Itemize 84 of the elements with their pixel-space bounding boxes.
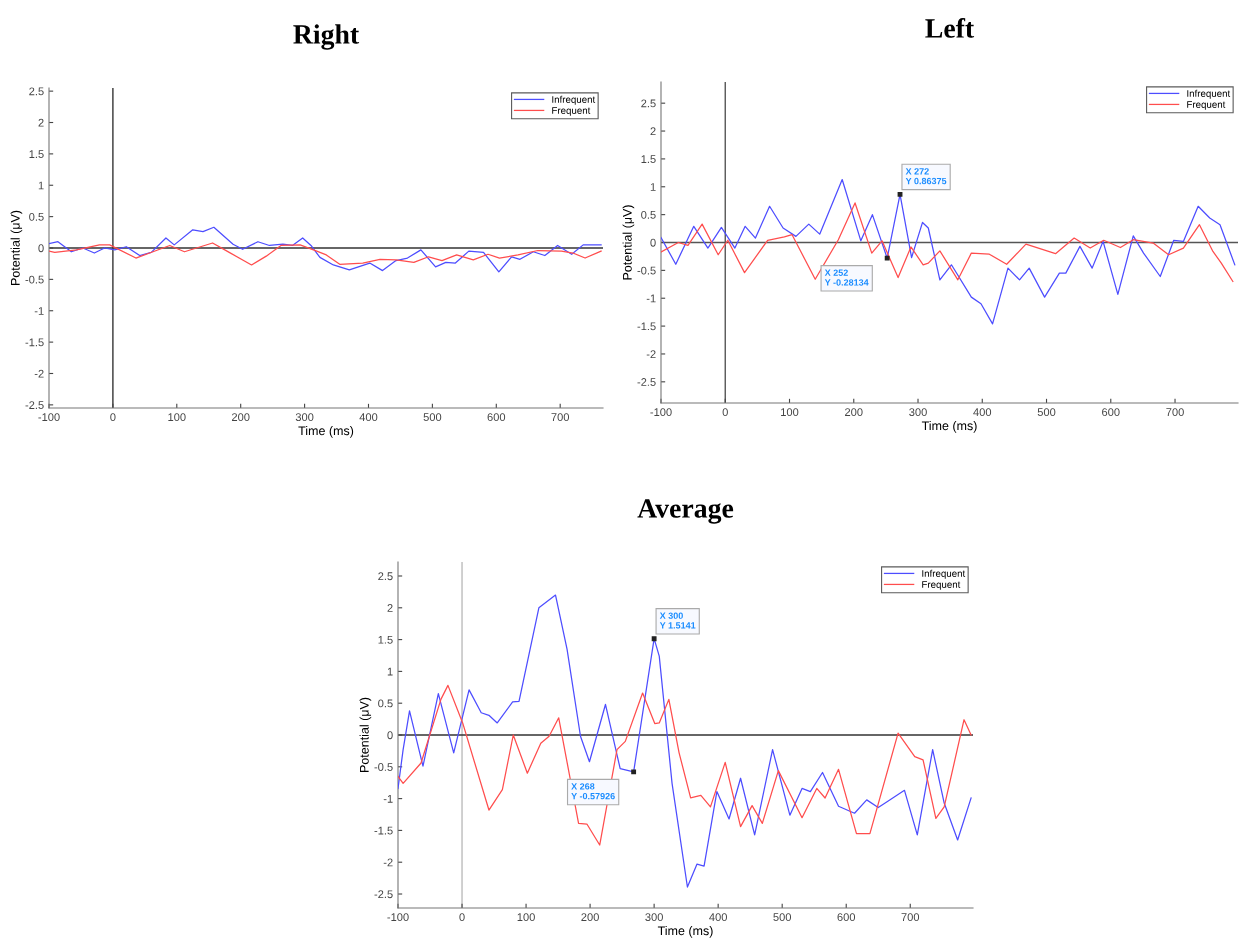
annotation: X 300 Y 1.5141: [659, 612, 696, 629]
legend-label: Frequent: [922, 581, 961, 590]
y-tick-label: 1: [387, 667, 393, 676]
y-tick-label: 0.5: [29, 212, 44, 221]
x-tick-label: 600: [837, 913, 856, 922]
x-tick-label: 700: [901, 913, 920, 922]
y-tick-label: -2: [383, 858, 393, 867]
y-tick-label: 0: [387, 731, 393, 740]
legend-label: Infrequent: [922, 569, 966, 579]
y-tick-label: 1.5: [641, 155, 656, 164]
x-tick-label: 100: [168, 413, 186, 422]
y-tick-label: 2.5: [378, 572, 393, 581]
legend-label: Infrequent: [552, 95, 596, 105]
annotation: X 272 Y 0.86375: [905, 168, 947, 185]
y-tick-label: 0: [650, 238, 656, 247]
y-tick-label: -0.5: [374, 763, 393, 771]
x-tick-label: 0: [110, 413, 116, 422]
y-tick-label: -1: [383, 794, 393, 803]
y-tick-label: -1: [646, 294, 656, 303]
y-tick-label: 1: [38, 181, 44, 190]
legend-label: Frequent: [552, 107, 591, 116]
x-tick-label: 500: [1037, 408, 1056, 417]
y-axis-title: Potential (μV): [359, 697, 372, 772]
y-tick-label: 2: [38, 118, 44, 127]
y-tick-label: -2.5: [25, 401, 44, 409]
x-tick-label: 300: [909, 408, 927, 417]
legend-label: Frequent: [1187, 101, 1226, 110]
y-tick-label: 2.5: [29, 87, 44, 96]
y-tick-label: -2: [34, 369, 44, 378]
x-tick-label: 600: [1102, 408, 1120, 417]
x-tick-label: 400: [973, 408, 992, 417]
line-series: [49, 226, 602, 273]
x-tick-label: 300: [645, 913, 663, 922]
x-tick-label: -100: [650, 408, 672, 417]
x-tick-label: 700: [551, 413, 570, 422]
line-series: [49, 242, 602, 266]
x-tick-label: 100: [781, 408, 799, 417]
chart-title: Right: [293, 24, 360, 50]
x-tick-label: 400: [359, 413, 378, 422]
y-tick-label: 1.5: [29, 150, 44, 159]
x-tick-label: 500: [773, 913, 792, 922]
x-tick-label: 600: [487, 413, 506, 422]
y-tick-label: 1.5: [378, 635, 393, 644]
y-axis-title: Potential (μV): [10, 210, 23, 285]
y-tick-label: -1.5: [25, 338, 44, 347]
x-tick-label: 0: [459, 913, 465, 922]
x-tick-label: 200: [845, 408, 863, 417]
y-tick-label: -1: [34, 307, 44, 315]
y-tick-label: 0.5: [641, 210, 656, 219]
y-tick-label: -2.5: [637, 378, 656, 386]
annotation: X 252 Y -0.28134: [824, 269, 869, 286]
x-tick-label: 500: [423, 413, 442, 422]
x-axis-title: Time (ms): [298, 426, 354, 438]
y-tick-label: -1.5: [374, 826, 393, 835]
x-tick-label: 400: [709, 913, 727, 922]
y-tick-label: 2: [387, 604, 393, 612]
x-tick-label: 300: [295, 413, 314, 422]
x-tick-label: -100: [387, 913, 409, 922]
x-axis-title: Time (ms): [657, 926, 713, 938]
y-tick-label: -2.5: [374, 890, 393, 899]
x-tick-label: 200: [581, 913, 599, 922]
y-tick-label: -2: [646, 350, 656, 358]
y-tick-label: 2: [650, 127, 656, 136]
x-axis-title: Time (ms): [921, 421, 977, 433]
y-tick-label: -0.5: [25, 275, 44, 284]
y-tick-label: 0.5: [378, 699, 393, 708]
y-tick-label: -0.5: [637, 266, 656, 275]
line-series: [398, 684, 972, 846]
legend-label: Infrequent: [1187, 89, 1231, 99]
y-tick-label: 2.5: [641, 99, 656, 108]
chart-title: Average: [637, 499, 734, 524]
line-series: [398, 594, 972, 888]
x-tick-label: 700: [1166, 408, 1184, 417]
x-tick-label: -100: [38, 413, 60, 422]
y-tick-label: 1: [650, 183, 656, 191]
chart-title: Left: [925, 18, 975, 38]
line-series: [661, 178, 1236, 325]
y-axis-title: Potential (μV): [622, 205, 635, 280]
x-tick-label: 100: [517, 913, 535, 922]
annotation: X 268 Y -0.57926: [571, 783, 615, 800]
y-tick-label: 0: [38, 244, 44, 253]
x-tick-label: 200: [231, 413, 250, 422]
y-tick-label: -1.5: [637, 322, 656, 331]
x-tick-label: 0: [722, 408, 728, 417]
